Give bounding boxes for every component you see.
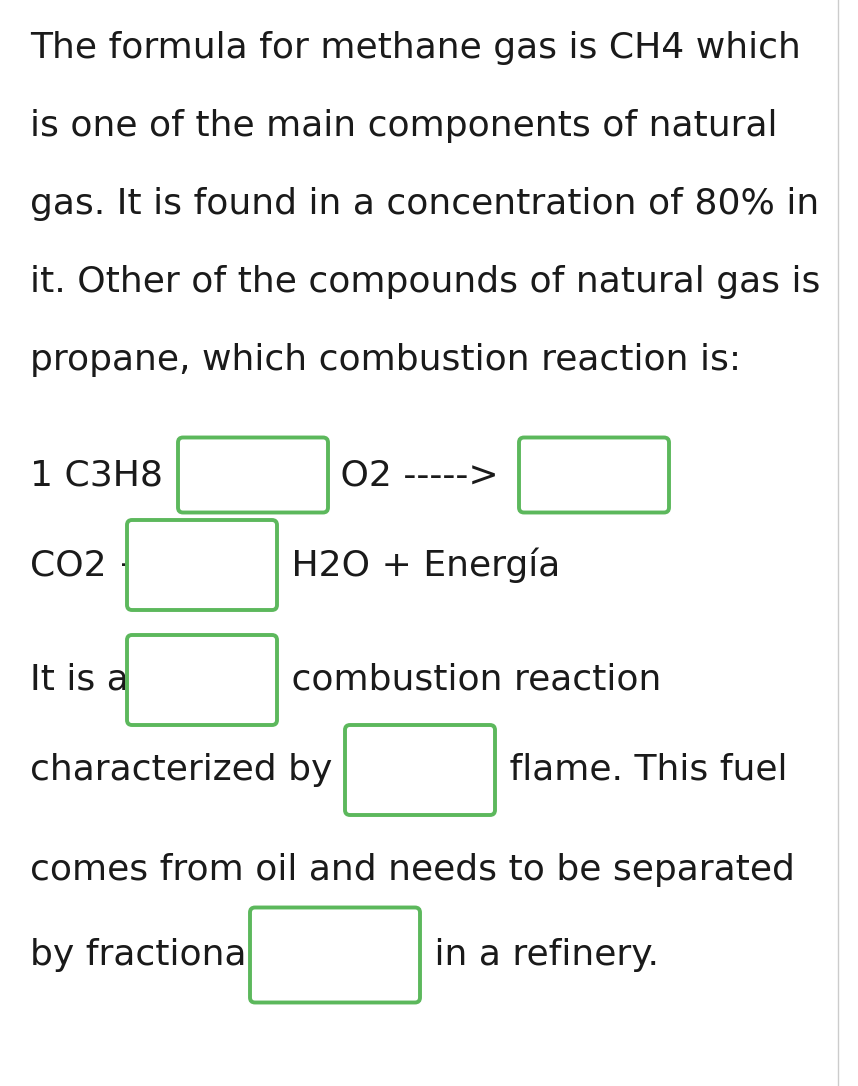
Text: in a refinery.: in a refinery. <box>423 938 659 972</box>
Text: flame. This fuel: flame. This fuel <box>498 753 788 787</box>
Text: by fractional: by fractional <box>30 938 268 972</box>
FancyBboxPatch shape <box>519 438 669 513</box>
Text: characterized by a: characterized by a <box>30 753 378 787</box>
Text: gas. It is found in a concentration of 80% in: gas. It is found in a concentration of 8… <box>30 187 819 220</box>
FancyBboxPatch shape <box>250 908 420 1002</box>
FancyBboxPatch shape <box>178 438 328 513</box>
Text: The formula for methane gas is CH4 which: The formula for methane gas is CH4 which <box>30 31 801 65</box>
Text: CO2 +: CO2 + <box>30 548 160 582</box>
Text: propane, which combustion reaction is:: propane, which combustion reaction is: <box>30 343 741 377</box>
Text: 1 C3H8 +: 1 C3H8 + <box>30 458 216 492</box>
Text: O2 ----->: O2 -----> <box>329 458 498 492</box>
FancyBboxPatch shape <box>127 635 277 725</box>
FancyBboxPatch shape <box>127 520 277 610</box>
Text: It is a: It is a <box>30 662 140 697</box>
Text: combustion reaction: combustion reaction <box>280 662 662 697</box>
Text: it. Other of the compounds of natural gas is: it. Other of the compounds of natural ga… <box>30 265 820 299</box>
Text: is one of the main components of natural: is one of the main components of natural <box>30 109 777 143</box>
Text: comes from oil and needs to be separated: comes from oil and needs to be separated <box>30 853 795 887</box>
Text: H2O + Energía: H2O + Energía <box>280 547 560 583</box>
FancyBboxPatch shape <box>345 725 495 814</box>
